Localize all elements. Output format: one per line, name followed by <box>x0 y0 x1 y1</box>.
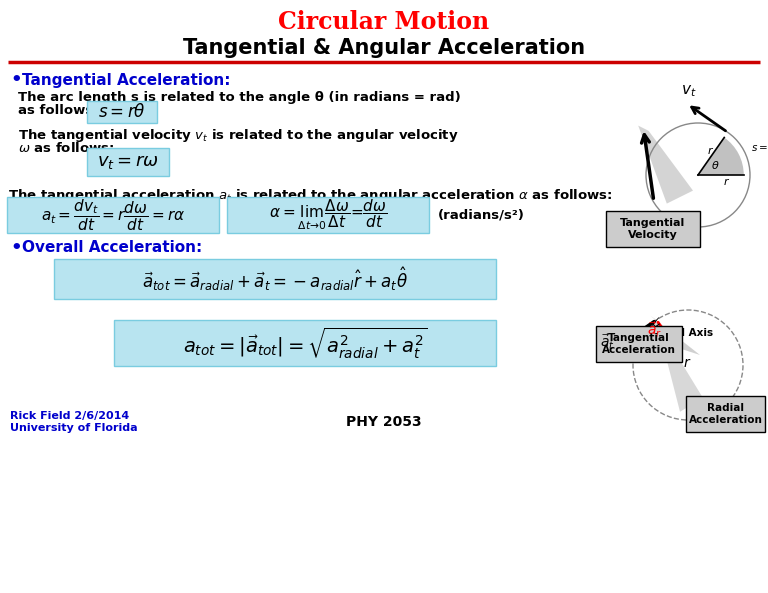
Text: Tangential
Velocity: Tangential Velocity <box>621 218 686 240</box>
Text: PHY 2053: PHY 2053 <box>346 415 422 429</box>
Text: $a_t = \dfrac{dv_t}{dt} = r\dfrac{d\omega}{dt} = r\alpha$: $a_t = \dfrac{dv_t}{dt} = r\dfrac{d\omeg… <box>41 197 185 232</box>
Text: $\vec{a}_{tot} = \vec{a}_{radial} + \vec{a}_t = -a_{radial}\hat{r} + a_t\hat{\th: $\vec{a}_{tot} = \vec{a}_{radial} + \vec… <box>142 265 408 293</box>
Text: $\alpha = \lim_{\Delta t \to 0}\dfrac{\Delta\omega}{\Delta t} = \dfrac{d\omega}{: $\alpha = \lim_{\Delta t \to 0}\dfrac{\D… <box>269 198 387 232</box>
Text: Radial Axis: Radial Axis <box>648 328 713 338</box>
Polygon shape <box>644 316 700 355</box>
Text: Tangential & Angular Acceleration: Tangential & Angular Acceleration <box>183 38 585 58</box>
Text: University of Florida: University of Florida <box>10 423 137 433</box>
Text: $\vec{a}_r$: $\vec{a}_r$ <box>647 321 662 340</box>
Text: The tangential velocity $v_t$ is related to the angular velocity: The tangential velocity $v_t$ is related… <box>18 126 458 144</box>
Text: as follows:: as follows: <box>18 104 98 117</box>
Text: •: • <box>10 71 22 89</box>
Text: r: r <box>684 356 689 369</box>
FancyBboxPatch shape <box>596 326 682 362</box>
Text: •: • <box>10 239 22 257</box>
Text: Circular Motion: Circular Motion <box>279 10 489 34</box>
Text: The tangential acceleration $a_t$ is related to the angular acceleration $\alpha: The tangential acceleration $a_t$ is rel… <box>8 187 612 203</box>
Text: $\mathit{v}_t$: $\mathit{v}_t$ <box>681 83 697 98</box>
Text: (radians/s²): (radians/s²) <box>438 209 525 222</box>
Text: $s = r\theta$: $s = r\theta$ <box>98 103 146 121</box>
FancyBboxPatch shape <box>227 197 429 233</box>
Text: $\omega$ as follows:: $\omega$ as follows: <box>18 141 114 155</box>
Text: Tangential
Acceleration: Tangential Acceleration <box>602 333 676 355</box>
Text: The arc length s is related to the angle θ (in radians = rad): The arc length s is related to the angle… <box>18 91 461 104</box>
Text: Radial
Acceleration: Radial Acceleration <box>689 403 763 425</box>
FancyBboxPatch shape <box>87 101 157 123</box>
Text: $a_{tot} = |\vec{a}_{tot}| = \sqrt{a_{radial}^2 + a_t^2}$: $a_{tot} = |\vec{a}_{tot}| = \sqrt{a_{ra… <box>183 326 428 361</box>
FancyBboxPatch shape <box>606 211 700 247</box>
Text: Overall Acceleration:: Overall Acceleration: <box>22 241 202 256</box>
Text: Page 1: Page 1 <box>702 415 755 429</box>
Polygon shape <box>638 126 693 203</box>
Text: Tangential Acceleration:: Tangential Acceleration: <box>22 72 230 88</box>
Text: $\theta$: $\theta$ <box>710 159 720 171</box>
Text: $\vec{a}_t$: $\vec{a}_t$ <box>601 333 615 352</box>
Text: $s = \theta r$: $s = \theta r$ <box>751 141 768 154</box>
FancyBboxPatch shape <box>114 320 496 366</box>
Text: $v_t = r\omega$: $v_t = r\omega$ <box>97 153 159 171</box>
Text: r: r <box>723 177 728 187</box>
FancyBboxPatch shape <box>54 259 496 299</box>
FancyBboxPatch shape <box>87 148 169 176</box>
Polygon shape <box>657 320 703 412</box>
Text: r: r <box>707 146 712 157</box>
Text: Rick Field 2/6/2014: Rick Field 2/6/2014 <box>10 411 129 421</box>
Wedge shape <box>698 138 743 175</box>
FancyBboxPatch shape <box>686 396 765 432</box>
FancyBboxPatch shape <box>7 197 219 233</box>
